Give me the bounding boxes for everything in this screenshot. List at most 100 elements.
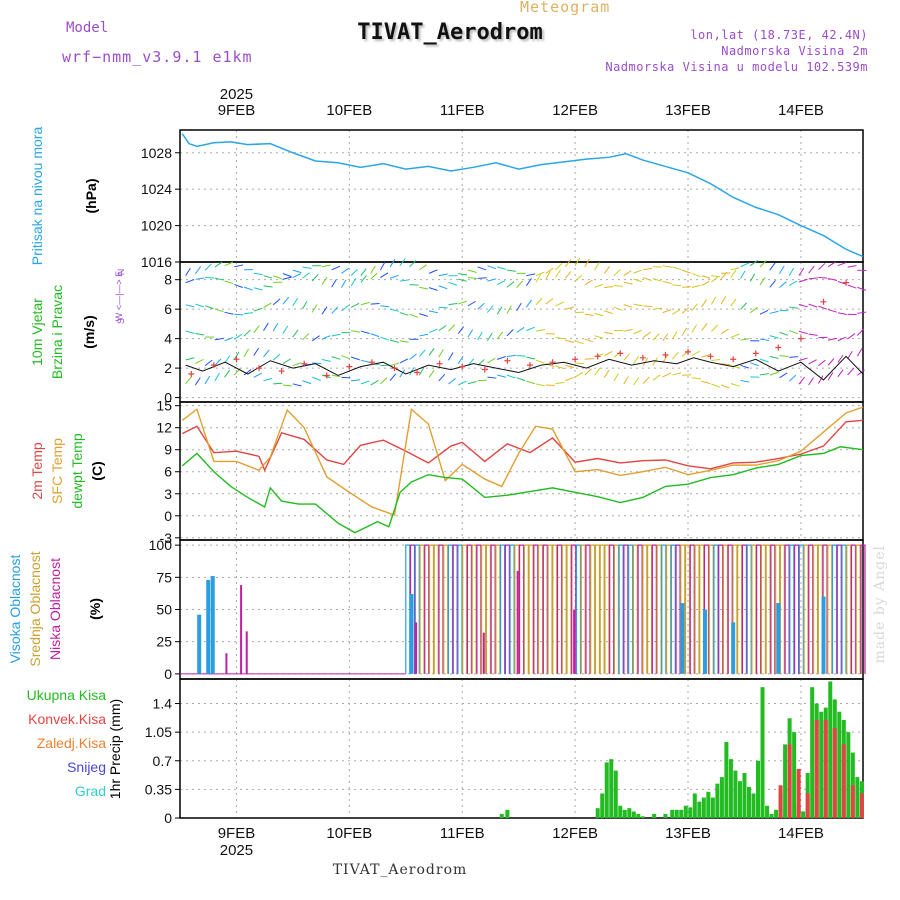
- wind-barb: [467, 300, 476, 307]
- wind-barb: [701, 380, 711, 384]
- wind-barb: [233, 351, 240, 360]
- mid-cloud-bar: [485, 544, 491, 674]
- wind-barb: [710, 324, 719, 332]
- mid-cloud-bar: [495, 544, 501, 674]
- gust-marker: [278, 368, 285, 375]
- wind-barb: [428, 369, 435, 378]
- wind-barb: [857, 311, 867, 314]
- cloud-bar-niska: [415, 622, 418, 674]
- y-tick-label: 0: [164, 666, 172, 682]
- wind-barb: [360, 359, 370, 363]
- gust-marker: [526, 362, 533, 369]
- cloud-bar-visoka: [409, 594, 414, 674]
- mid-cloud-bar: [419, 544, 425, 674]
- wind-barb: [788, 267, 795, 277]
- gust-marker: [685, 348, 692, 355]
- wind-barb: [506, 329, 514, 337]
- temp-line-2m: [181, 419, 864, 473]
- wind-barb: [633, 269, 642, 274]
- precip-bar-ukupna: [837, 711, 842, 818]
- y-tick-label: 6: [164, 301, 172, 317]
- wind-barb: [603, 369, 610, 378]
- wind-barb: [331, 356, 341, 360]
- wind-barb: [652, 307, 662, 310]
- wind-barb: [497, 266, 506, 270]
- wind-barb: [769, 355, 779, 359]
- panel-frame: [179, 261, 864, 403]
- wind-barb: [311, 304, 318, 313]
- wind-barb: [380, 272, 389, 278]
- x-tick-label-bottom: 14FEB: [778, 825, 824, 842]
- mid-cloud-bar: [694, 544, 700, 674]
- x-tick-label-top: 14FEB: [778, 102, 824, 119]
- wind-barb: [350, 356, 360, 361]
- mid-cloud-bar: [438, 544, 444, 674]
- mid-cloud-bar: [756, 544, 762, 674]
- wind-barb: [399, 279, 409, 282]
- precip-bar-ukupna: [499, 813, 504, 818]
- wind-barb: [195, 359, 204, 364]
- mid-cloud-bar: [443, 544, 449, 674]
- gust-marker: [797, 335, 804, 342]
- wind-barb: [526, 356, 536, 360]
- wind-barb: [350, 302, 360, 308]
- compass-north: N: [116, 269, 126, 276]
- wind-barb: [506, 354, 516, 357]
- wind-barb: [720, 296, 727, 305]
- wind-barb: [633, 356, 639, 365]
- wind-barb: [399, 258, 406, 266]
- wind-barb: [555, 301, 564, 307]
- wind-barb: [438, 306, 448, 309]
- wind-barb: [740, 364, 750, 369]
- wind-barb: [828, 337, 838, 341]
- mid-cloud-bar: [547, 544, 553, 674]
- wind-barb: [457, 326, 465, 335]
- mid-cloud-bar: [518, 544, 525, 674]
- wind-barb: [584, 368, 592, 376]
- wind-barb: [672, 266, 682, 271]
- wind-barb: [847, 333, 856, 340]
- precip-bar-ukupna: [674, 809, 679, 818]
- wind-barb: [779, 331, 789, 336]
- wind-barb: [769, 335, 779, 339]
- wind-barb: [827, 372, 834, 381]
- gust-marker: [617, 350, 624, 357]
- precip-bar-konvek.kisa: [841, 744, 846, 818]
- y-tick-label: 4: [164, 331, 172, 347]
- y-tick-label: 1.4: [153, 696, 173, 712]
- wind-barb: [214, 277, 224, 281]
- precip-bar-ukupna: [595, 808, 600, 818]
- wind-barb: [428, 310, 438, 314]
- wind-barb: [555, 336, 565, 340]
- wind-barb: [584, 258, 590, 268]
- wind-barb: [643, 267, 653, 271]
- wind-barb: [185, 330, 195, 335]
- wind-barb: [195, 332, 205, 336]
- wind-barb: [351, 379, 361, 382]
- y-tick-label: -3: [160, 530, 173, 546]
- wind-barb: [594, 335, 604, 339]
- wind-barb: [204, 263, 212, 271]
- wind-barb: [691, 273, 701, 278]
- precip-bar-ukupna: [631, 811, 636, 818]
- wind-barb: [759, 260, 767, 268]
- mid-cloud-bar: [812, 544, 819, 674]
- wind-barb: [798, 278, 808, 283]
- wind-barb: [331, 265, 341, 271]
- mid-cloud-bar: [689, 544, 695, 674]
- cloud-bar-visoka: [210, 576, 215, 674]
- wind-barb: [272, 322, 279, 332]
- wind-barb: [409, 260, 417, 268]
- wind-barb: [243, 286, 253, 291]
- wind-barb: [759, 358, 769, 363]
- wind-barb: [808, 333, 818, 336]
- wind-barb: [545, 271, 551, 280]
- mid-cloud-bar: [628, 544, 634, 674]
- mid-cloud-bar: [836, 544, 842, 674]
- wind-barb: [302, 266, 312, 269]
- wind-barb: [798, 376, 805, 385]
- wind-barb: [341, 267, 350, 274]
- wind-barb: [389, 373, 397, 381]
- wind-barb: [263, 285, 273, 288]
- x-tick-label-top: 12FEB: [552, 102, 598, 119]
